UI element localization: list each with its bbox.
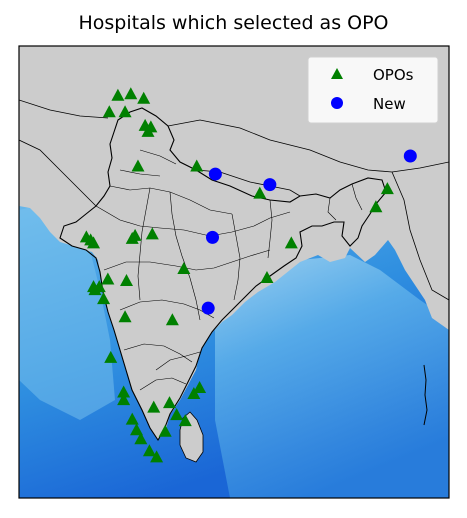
- opo-marker-34: [163, 396, 176, 409]
- opo-marker-11: [380, 182, 394, 195]
- opo-marker-43: [150, 450, 164, 463]
- opo-marker-19: [177, 261, 191, 274]
- plot-frame: [18, 45, 450, 499]
- legend-marker-triangle: [331, 68, 343, 79]
- opo-marker-3: [102, 105, 116, 118]
- new-marker-2: [403, 149, 417, 163]
- opo-marker-36: [193, 381, 207, 394]
- opo-marker-24: [101, 272, 115, 285]
- opo-marker-39: [130, 423, 144, 436]
- opo-marker-10: [253, 186, 267, 199]
- opo-marker-0: [111, 88, 125, 101]
- country-borders: [19, 99, 449, 301]
- opo-marker-29: [165, 313, 179, 326]
- opo-marker-30: [104, 350, 118, 363]
- opo-marker-35: [187, 387, 201, 400]
- opo-marker-28: [118, 310, 132, 323]
- opo-marker-27: [97, 292, 111, 305]
- andaman-islands: [423, 364, 428, 426]
- land-mass: [19, 46, 449, 440]
- opo-marker-9: [190, 159, 204, 172]
- opo-marker-42: [142, 444, 156, 457]
- opo-marker-26: [260, 271, 274, 284]
- opo-marker-18: [145, 227, 159, 240]
- legend-label-opos: OPOs: [373, 66, 414, 84]
- map-title: Hospitals which selected as OPO: [78, 12, 389, 34]
- new-marker-3: [206, 230, 219, 244]
- opo-marker-37: [178, 414, 192, 427]
- opo-marker-40: [134, 432, 148, 445]
- opo-marker-20: [284, 236, 298, 249]
- markers-layer: [79, 87, 417, 463]
- arabian-sea-shelf: [19, 205, 115, 420]
- opo-marker-12: [369, 200, 383, 213]
- opo-marker-44: [170, 408, 184, 421]
- opo-marker-4: [118, 105, 132, 118]
- bay-of-bengal: [215, 255, 449, 498]
- opo-marker-33: [147, 400, 161, 413]
- opo-marker-15: [87, 236, 101, 249]
- map-area: [19, 46, 449, 498]
- opo-marker-8: [131, 159, 145, 172]
- opo-marker-7: [141, 124, 155, 137]
- new-marker-4: [201, 301, 215, 315]
- new-marker-0: [208, 167, 222, 181]
- opo-marker-32: [117, 393, 131, 406]
- opo-marker-31: [117, 385, 131, 398]
- new-marker-1: [263, 178, 277, 192]
- legend-label-new: New: [373, 95, 406, 113]
- opo-marker-2: [137, 91, 151, 104]
- opo-marker-1: [124, 87, 138, 100]
- opo-marker-23: [92, 280, 106, 293]
- state-boundaries: [95, 149, 363, 391]
- legend: OPOs New: [307, 56, 439, 124]
- opo-marker-25: [120, 274, 133, 287]
- opo-marker-17: [128, 228, 142, 241]
- legend-marker-circle: [331, 97, 343, 109]
- opo-marker-38: [125, 412, 139, 425]
- opo-marker-41: [158, 424, 172, 437]
